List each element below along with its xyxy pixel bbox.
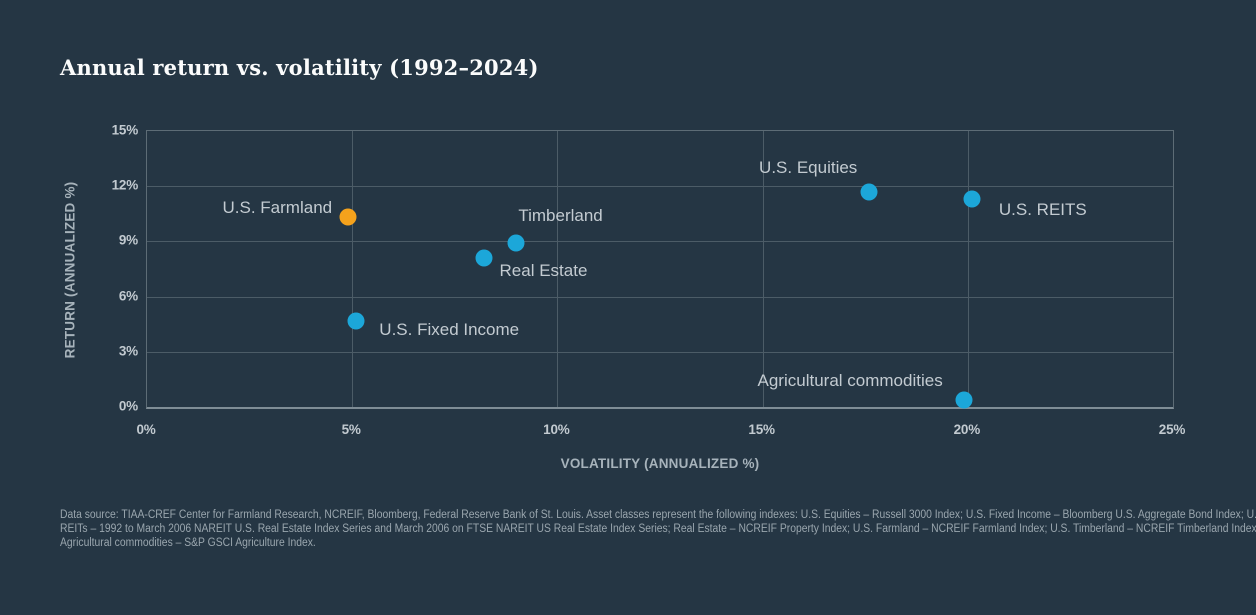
- point-label-u-s-equities: U.S. Equities: [759, 157, 858, 177]
- footnote-line: Data source: TIAA-CREF Center for Farmla…: [60, 509, 1256, 521]
- horizontal-gridline-12: [147, 186, 1173, 188]
- vertical-gridline-5: [352, 131, 354, 407]
- data-point-timberland: [507, 234, 525, 252]
- point-label-u-s-fixed-income: U.S. Fixed Income: [379, 319, 520, 339]
- data-point-agricultural-commodities: [955, 391, 973, 409]
- x-tick-label-20: 20%: [953, 422, 981, 437]
- x-tick-label-0: 0%: [136, 422, 156, 437]
- point-label-u-s-reits: U.S. REITS: [998, 200, 1087, 220]
- footnote-line: REITs – 1992 to March 2006 NAREIT U.S. R…: [60, 523, 1256, 535]
- point-label-u-s-farmland: U.S. Farmland: [222, 198, 333, 218]
- horizontal-gridline-3: [147, 351, 1173, 353]
- x-axis-title: VOLATILITY (ANNUALIZED %): [560, 456, 760, 471]
- data-point-u-s-farmland: [339, 208, 357, 226]
- y-tick-label-3: 3%: [118, 343, 138, 359]
- x-tick-label-10: 10%: [543, 422, 570, 437]
- x-tick-label-25: 25%: [1158, 422, 1186, 437]
- data-point-real-estate: [475, 249, 493, 267]
- data-point-u-s-reits: [963, 190, 981, 208]
- footnote: Data source: TIAA-CREF Center for Farmla…: [60, 508, 1256, 550]
- page-title: Annual return vs. volatility (1992–2024): [60, 55, 539, 80]
- point-label-real-estate: Real Estate: [499, 260, 588, 280]
- footnote-line: Agricultural commodities – S&P GSCI Agri…: [60, 537, 316, 549]
- vertical-gridline-10: [557, 131, 559, 407]
- y-tick-label-0: 0%: [118, 398, 138, 414]
- data-point-u-s-equities: [860, 183, 878, 201]
- y-tick-label-6: 6%: [118, 288, 138, 304]
- y-tick-label-12: 12%: [111, 177, 139, 193]
- horizontal-gridline-6: [147, 296, 1173, 298]
- x-axis-ticks: 0% 5% 10% 15% 20% 25%: [136, 409, 1185, 439]
- vertical-gridline-15: [762, 131, 764, 407]
- vertical-gridline-20: [967, 131, 969, 407]
- x-tick-label-5: 5%: [341, 422, 361, 437]
- point-label-agricultural-commodities: Agricultural commodities: [757, 370, 943, 390]
- y-tick-label-15: 15%: [111, 122, 139, 138]
- y-tick-label-9: 9%: [118, 232, 138, 248]
- point-label-timberland: Timberland: [518, 206, 603, 226]
- y-axis-ticks: 0% 3% 6% 9% 12% 15%: [0, 123, 139, 414]
- x-tick-label-15: 15%: [748, 422, 775, 437]
- data-point-u-s-fixed-income: [347, 312, 365, 330]
- horizontal-gridline-9: [147, 241, 1173, 243]
- plot-area: U.S. Farmland U.S. Fixed Income Real Estat…: [146, 130, 1174, 409]
